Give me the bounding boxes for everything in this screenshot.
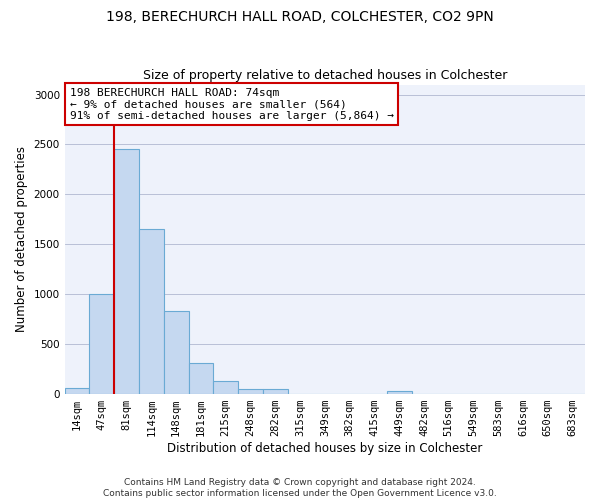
X-axis label: Distribution of detached houses by size in Colchester: Distribution of detached houses by size … [167, 442, 482, 455]
Bar [114, 150, 139, 394]
Text: Contains HM Land Registry data © Crown copyright and database right 2024.
Contai: Contains HM Land Registry data © Crown c… [103, 478, 497, 498]
Bar [263, 389, 287, 394]
Bar [65, 388, 89, 394]
Bar [139, 230, 164, 394]
Text: 198 BERECHURCH HALL ROAD: 74sqm
← 9% of detached houses are smaller (564)
91% of: 198 BERECHURCH HALL ROAD: 74sqm ← 9% of … [70, 88, 394, 121]
Bar [89, 294, 114, 394]
Title: Size of property relative to detached houses in Colchester: Size of property relative to detached ho… [143, 69, 507, 82]
Bar [188, 363, 214, 394]
Y-axis label: Number of detached properties: Number of detached properties [15, 146, 28, 332]
Bar [164, 311, 188, 394]
Bar [214, 381, 238, 394]
Text: 198, BERECHURCH HALL ROAD, COLCHESTER, CO2 9PN: 198, BERECHURCH HALL ROAD, COLCHESTER, C… [106, 10, 494, 24]
Bar [238, 388, 263, 394]
Bar [387, 391, 412, 394]
